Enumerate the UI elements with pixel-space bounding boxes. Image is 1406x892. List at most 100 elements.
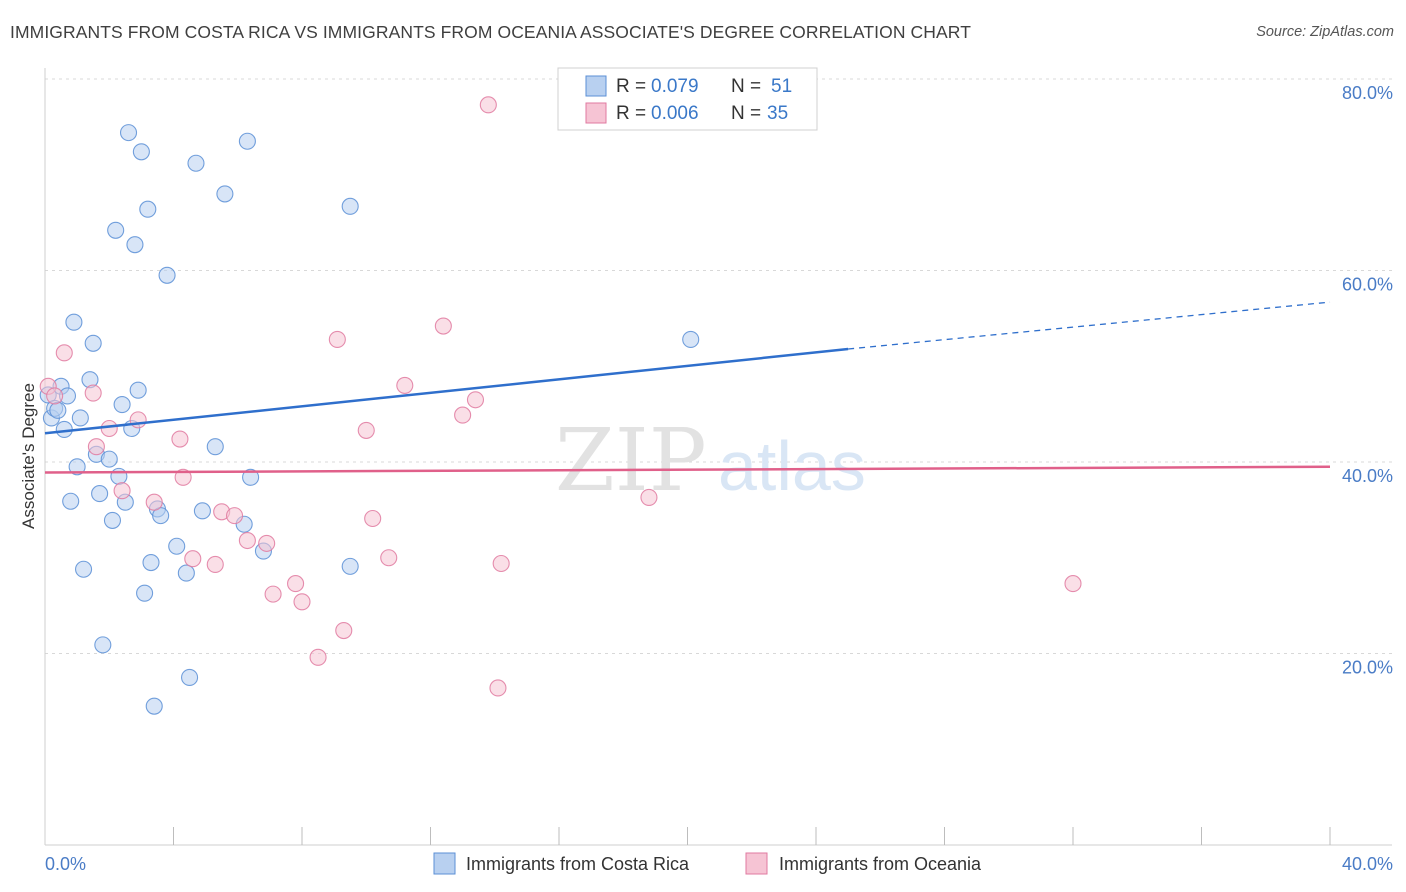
point-costa-rica: [113, 395, 131, 414]
point-oceania: [328, 330, 346, 348]
point-costa-rica: [94, 636, 112, 654]
series-legend-label-costa-rica: Immigrants from Costa Rica: [466, 854, 690, 874]
trendline-costa-rica: [44, 347, 849, 435]
point-costa-rica: [145, 697, 163, 715]
point-costa-rica: [341, 557, 359, 575]
point-oceania: [380, 549, 398, 567]
watermark-zip: ZIP: [555, 411, 707, 511]
point-costa-rica: [65, 313, 83, 331]
point-costa-rica: [242, 468, 260, 486]
point-costa-rica: [216, 185, 234, 203]
point-costa-rica: [100, 450, 118, 468]
point-oceania: [1064, 575, 1082, 593]
grid-lines: [45, 78, 1392, 654]
point-costa-rica: [142, 553, 160, 572]
point-oceania: [287, 575, 305, 593]
point-oceania: [640, 488, 658, 506]
point-oceania: [87, 438, 105, 456]
y-tick-label: 20.0%: [1342, 658, 1393, 678]
point-oceania: [364, 509, 382, 528]
point-oceania: [335, 621, 353, 640]
axes: 20.0% 40.0% 60.0% 80.0% 0.0% 40.0%: [44, 68, 1393, 874]
point-oceania: [258, 534, 276, 552]
point-costa-rica: [139, 200, 157, 218]
legend-r-value-2: 0.006: [651, 103, 699, 124]
legend-r-label-2: R =: [616, 103, 646, 124]
point-costa-rica: [136, 584, 154, 602]
point-oceania: [357, 421, 375, 439]
series-legend-swatch-costa-rica: [433, 852, 456, 875]
y-tick-label: 40.0%: [1342, 466, 1393, 486]
point-costa-rica: [126, 236, 144, 254]
point-oceania: [434, 317, 452, 335]
point-costa-rica: [68, 458, 86, 476]
point-oceania: [489, 679, 507, 697]
point-costa-rica: [181, 668, 199, 686]
y-axis-title: Associate's Degree: [19, 383, 38, 529]
chart-source: Source: ZipAtlas.com: [1256, 24, 1394, 40]
point-costa-rica: [91, 485, 109, 503]
legend-swatch-costa-rica: [585, 75, 607, 97]
legend-r-label-1: R =: [616, 76, 646, 97]
point-oceania: [184, 550, 202, 568]
series-legend-label-oceania: Immigrants from Oceania: [779, 854, 982, 874]
point-costa-rica: [49, 401, 67, 419]
point-oceania: [309, 648, 327, 666]
point-oceania: [293, 593, 311, 611]
y-tick-label: 60.0%: [1342, 275, 1393, 295]
point-costa-rica: [107, 221, 125, 239]
legend-n-label-2: N =: [731, 103, 761, 124]
point-oceania: [466, 391, 485, 409]
point-costa-rica: [158, 266, 176, 284]
watermark: ZIP atlas: [555, 411, 866, 511]
legend-n-label-1: N =: [731, 76, 761, 97]
point-oceania: [264, 585, 282, 603]
point-costa-rica: [193, 502, 211, 520]
point-costa-rica: [341, 197, 359, 215]
chart-title: IMMIGRANTS FROM COSTA RICA VS IMMIGRANTS…: [10, 22, 972, 42]
trend-lines: [44, 301, 1331, 474]
point-oceania: [206, 555, 224, 574]
series-legend-swatch-oceania: [745, 852, 768, 875]
trendline-oceania: [44, 465, 1331, 474]
point-oceania: [225, 507, 244, 525]
legend-n-value-2: 35: [767, 103, 788, 124]
point-oceania: [55, 344, 73, 362]
y-tick-label: 80.0%: [1342, 83, 1393, 103]
watermark-atlas: atlas: [718, 427, 866, 505]
point-oceania: [479, 96, 497, 114]
point-oceania: [129, 411, 147, 429]
point-oceania: [84, 384, 102, 402]
point-oceania: [396, 376, 414, 394]
point-oceania: [145, 493, 163, 511]
point-oceania: [100, 419, 118, 438]
point-oceania: [113, 482, 131, 500]
point-costa-rica: [238, 132, 256, 150]
series-legend: Immigrants from Costa Rica Immigrants fr…: [433, 852, 982, 875]
point-costa-rica: [168, 537, 186, 555]
legend-r-value-1: 0.079: [651, 76, 699, 97]
x-tick-label: 0.0%: [45, 854, 86, 874]
point-oceania: [238, 531, 256, 550]
point-costa-rica: [62, 492, 80, 510]
point-oceania: [46, 387, 64, 405]
point-costa-rica: [71, 409, 89, 427]
point-costa-rica: [132, 143, 150, 161]
point-costa-rica: [110, 467, 128, 485]
legend-n-value-1: 51: [771, 76, 792, 97]
x-tick-label: 40.0%: [1342, 854, 1393, 874]
trendline-costa-rica-projection: [848, 301, 1331, 350]
point-costa-rica: [177, 564, 195, 582]
data-points: [39, 96, 1082, 715]
point-costa-rica: [129, 381, 147, 399]
point-costa-rica: [682, 330, 700, 348]
point-oceania: [171, 430, 189, 448]
point-costa-rica: [84, 334, 102, 352]
point-oceania: [454, 406, 472, 424]
stats-legend: R = 0.079 N = 51 R = 0.006 N = 35: [557, 67, 818, 131]
point-oceania: [492, 554, 510, 573]
point-costa-rica: [187, 154, 205, 172]
point-costa-rica: [75, 560, 93, 578]
point-costa-rica: [206, 438, 224, 456]
